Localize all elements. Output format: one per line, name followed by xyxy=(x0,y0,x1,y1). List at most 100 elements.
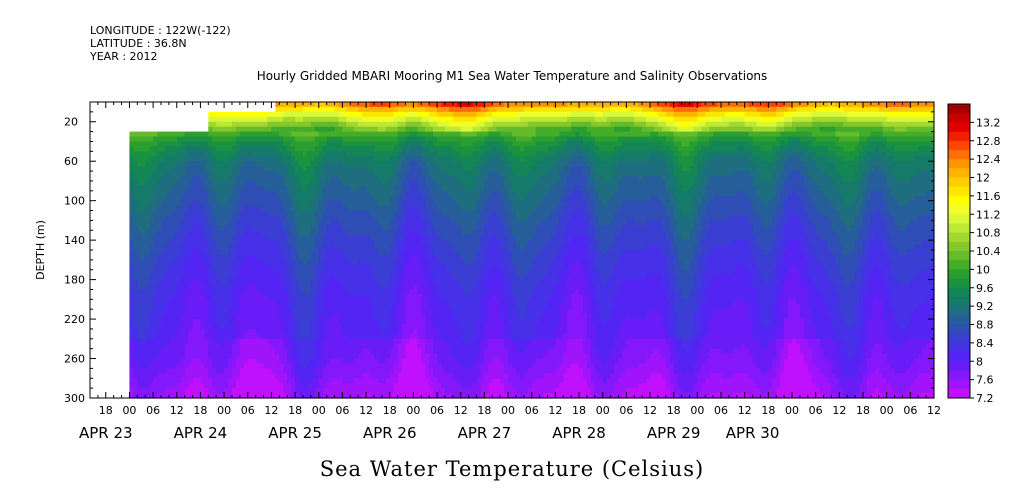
heatmap-cell xyxy=(373,136,379,143)
heatmap-cell xyxy=(204,176,209,182)
heatmap-cell xyxy=(334,102,340,108)
heatmap-cell xyxy=(137,333,142,340)
heatmap-cell xyxy=(362,319,367,325)
heatmap-cell xyxy=(184,353,190,360)
heatmap-cell xyxy=(133,225,138,231)
heatmap-cell xyxy=(389,210,395,217)
heatmap-cell xyxy=(243,378,249,384)
heatmap-cell xyxy=(425,156,430,162)
heatmap-cell xyxy=(295,279,300,286)
heatmap-cell xyxy=(247,250,253,256)
heatmap-cell xyxy=(224,388,229,394)
heatmap-cell xyxy=(184,151,190,157)
heatmap-cell xyxy=(239,185,245,192)
heatmap-cell xyxy=(263,240,269,246)
heatmap-cell xyxy=(448,215,454,221)
heatmap-cell xyxy=(188,215,194,221)
heatmap-cell xyxy=(444,215,450,221)
heatmap-cell xyxy=(239,304,245,310)
heatmap-cell xyxy=(338,210,344,217)
heatmap-cell xyxy=(145,328,150,335)
heatmap-cell xyxy=(279,151,284,157)
heatmap-cell xyxy=(393,245,399,251)
heatmap-cell xyxy=(267,235,273,241)
heatmap-cell xyxy=(231,254,237,261)
heatmap-cell xyxy=(338,274,344,281)
heatmap-cell xyxy=(231,185,237,192)
heatmap-cell xyxy=(322,368,328,374)
heatmap-cell xyxy=(133,304,138,310)
heatmap-cell xyxy=(279,324,284,330)
heatmap-cell xyxy=(247,205,253,212)
heatmap-cell xyxy=(460,230,466,236)
heatmap-cell xyxy=(235,373,241,379)
heatmap-cell xyxy=(338,225,344,231)
heatmap-cell xyxy=(417,328,422,335)
heatmap-cell xyxy=(342,205,347,212)
heatmap-cell xyxy=(389,259,395,266)
heatmap-cell xyxy=(456,338,462,345)
heatmap-cell xyxy=(196,146,202,152)
heatmap-cell xyxy=(366,254,371,261)
heatmap-cell xyxy=(342,343,347,350)
heatmap-cell xyxy=(255,309,261,315)
heatmap-cell xyxy=(180,289,186,295)
heatmap-cell xyxy=(409,383,414,389)
heatmap-cell xyxy=(180,353,186,360)
heatmap-cell xyxy=(433,294,438,300)
heatmap-cell xyxy=(133,338,138,345)
heatmap-cell xyxy=(164,180,170,187)
heatmap-cell xyxy=(314,116,320,123)
heatmap-cell xyxy=(444,106,450,113)
heatmap-cell xyxy=(358,166,363,172)
heatmap-cell xyxy=(444,136,450,143)
heatmap-cell xyxy=(441,343,446,350)
heatmap-cell xyxy=(287,259,292,266)
heatmap-cell xyxy=(338,393,344,399)
heatmap-cell xyxy=(413,314,418,320)
heatmap-cell xyxy=(188,136,194,143)
heatmap-cell xyxy=(381,269,387,276)
heatmap-cell xyxy=(373,383,379,389)
heatmap-cell xyxy=(381,245,387,251)
heatmap-cell xyxy=(267,348,273,355)
heatmap-cell xyxy=(381,180,387,187)
heatmap-cell xyxy=(322,205,328,212)
heatmap-cell xyxy=(464,180,470,187)
heatmap-cell xyxy=(429,141,434,147)
heatmap-cell xyxy=(137,393,142,399)
heatmap-cell xyxy=(437,304,442,310)
heatmap-cell xyxy=(212,393,217,399)
heatmap-cell xyxy=(176,210,182,217)
heatmap-cell xyxy=(220,338,225,345)
heatmap-cell xyxy=(255,378,261,384)
heatmap-cell xyxy=(267,279,273,286)
heatmap-cell xyxy=(310,111,316,118)
heatmap-cell xyxy=(259,180,265,187)
heatmap-cell xyxy=(220,373,225,379)
heatmap-cell xyxy=(184,304,190,310)
heatmap-cell xyxy=(429,338,434,345)
heatmap-cell xyxy=(224,245,229,251)
heatmap-cell xyxy=(306,166,312,172)
heatmap-cell xyxy=(322,284,328,291)
heatmap-cell xyxy=(295,388,300,394)
heatmap-cell xyxy=(137,136,142,143)
heatmap-cell xyxy=(409,338,414,345)
heatmap-cell xyxy=(322,210,328,217)
heatmap-cell xyxy=(255,136,261,143)
heatmap-cell xyxy=(200,304,205,310)
heatmap-cell xyxy=(168,368,174,374)
heatmap-cell xyxy=(425,378,430,384)
heatmap-cell xyxy=(448,304,454,310)
heatmap-cell xyxy=(322,314,328,320)
heatmap-cell xyxy=(259,284,265,291)
heatmap-cell xyxy=(200,383,205,389)
heatmap-cell xyxy=(389,220,395,226)
heatmap-cell xyxy=(421,269,426,276)
heatmap-cell xyxy=(275,102,280,108)
heatmap-cell xyxy=(452,146,458,152)
heatmap-cell xyxy=(342,136,347,143)
heatmap-cell xyxy=(220,180,225,187)
heatmap-cell xyxy=(220,161,225,167)
